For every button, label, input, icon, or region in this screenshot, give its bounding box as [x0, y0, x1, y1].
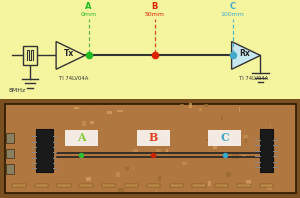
Bar [199, 108, 202, 111]
Bar [214, 184, 228, 187]
Text: 50mm: 50mm [145, 12, 164, 17]
Bar [156, 187, 161, 190]
Text: 0mm: 0mm [80, 12, 97, 17]
Bar [64, 130, 98, 146]
Bar [133, 136, 135, 142]
Bar [106, 111, 112, 114]
Bar [23, 46, 37, 65]
Text: Rx: Rx [239, 49, 250, 58]
Text: B: B [151, 2, 158, 11]
Bar [116, 133, 118, 136]
Bar [0, 99, 300, 198]
Bar [133, 166, 134, 170]
Bar [103, 121, 110, 125]
Bar [243, 135, 248, 138]
Bar [117, 110, 123, 112]
Text: TI 74LV04A: TI 74LV04A [239, 76, 268, 81]
Text: TI 74LV04A: TI 74LV04A [59, 76, 88, 81]
Bar [203, 104, 208, 107]
Bar [68, 154, 71, 156]
Bar [237, 184, 250, 187]
Bar [270, 159, 275, 163]
Bar [57, 184, 70, 187]
Bar [4, 104, 296, 193]
Text: Tx: Tx [64, 49, 74, 58]
Text: B: B [148, 132, 158, 143]
Bar [245, 139, 247, 143]
Bar [102, 184, 116, 187]
Bar [260, 129, 273, 172]
Bar [232, 153, 239, 159]
Bar [136, 130, 169, 146]
Bar [267, 184, 272, 190]
Bar [180, 104, 184, 108]
Bar [221, 154, 227, 157]
Bar [92, 110, 93, 114]
Bar [260, 184, 273, 187]
Bar [232, 162, 236, 165]
Bar [189, 104, 192, 108]
Bar [74, 107, 79, 109]
Bar [212, 131, 217, 135]
Bar [156, 187, 157, 192]
Bar [163, 131, 167, 136]
Bar [6, 148, 14, 158]
Bar [206, 139, 212, 141]
Text: 8MHz: 8MHz [9, 88, 26, 93]
Bar [192, 184, 206, 187]
Bar [268, 129, 272, 134]
Text: C: C [230, 2, 236, 11]
Bar [147, 184, 160, 187]
Bar [213, 144, 217, 149]
Bar [239, 107, 240, 112]
Bar [6, 133, 14, 143]
Bar [182, 162, 187, 165]
Bar [34, 184, 48, 187]
Bar [80, 184, 93, 187]
Bar [266, 148, 272, 153]
Bar [116, 172, 120, 177]
Bar [214, 124, 218, 129]
Polygon shape [232, 42, 260, 69]
Bar [36, 129, 52, 172]
Polygon shape [56, 42, 85, 69]
Bar [245, 180, 248, 183]
Bar [241, 185, 242, 188]
Bar [156, 149, 161, 154]
Bar [90, 121, 94, 124]
Bar [226, 172, 231, 176]
Bar [181, 121, 188, 124]
Bar [228, 132, 232, 135]
Bar [125, 167, 129, 170]
Bar [174, 131, 179, 134]
Bar [270, 124, 271, 129]
Text: A: A [85, 2, 92, 11]
Bar [158, 176, 161, 181]
Bar [6, 164, 14, 174]
Bar [169, 184, 183, 187]
Bar [131, 145, 135, 149]
Bar [133, 149, 138, 153]
Bar [184, 160, 187, 166]
Text: 100mm: 100mm [220, 12, 244, 17]
Bar [86, 177, 91, 181]
FancyBboxPatch shape [0, 0, 300, 103]
Bar [166, 149, 168, 154]
Bar [221, 115, 224, 120]
Bar [82, 121, 86, 126]
Text: A: A [77, 132, 85, 143]
Bar [118, 188, 124, 191]
Bar [208, 130, 242, 146]
Bar [12, 184, 26, 187]
Bar [247, 180, 251, 184]
Bar [242, 155, 246, 158]
Bar [220, 130, 222, 136]
Bar [208, 181, 212, 186]
Bar [124, 184, 138, 187]
Text: C: C [220, 132, 230, 143]
